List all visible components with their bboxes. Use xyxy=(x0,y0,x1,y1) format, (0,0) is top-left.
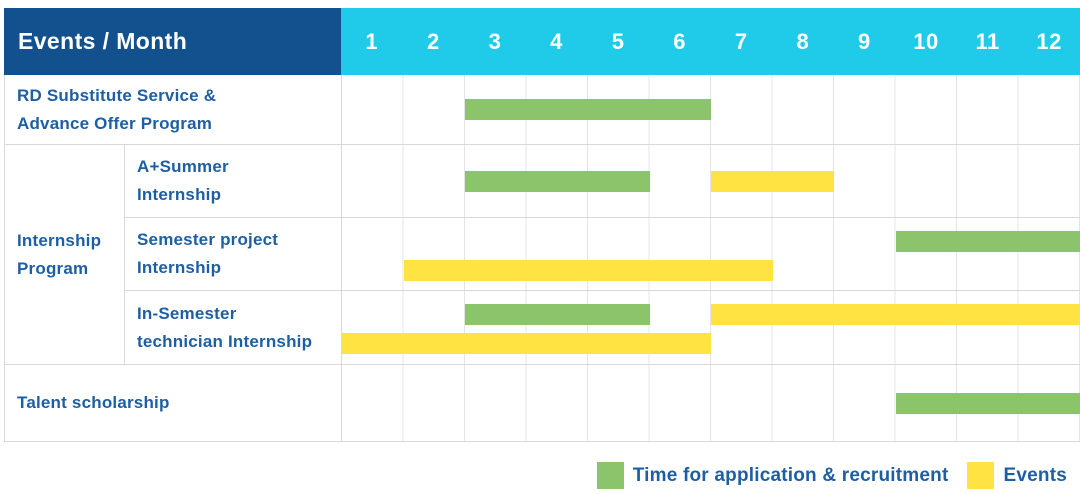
month-header-cell: 7 xyxy=(734,28,748,54)
month-header-cell: 5 xyxy=(611,28,625,54)
event-bar xyxy=(711,304,1080,325)
event-bar xyxy=(711,170,834,192)
table-row: A+Summer Internship xyxy=(125,145,1080,218)
legend-label: Events xyxy=(1003,464,1067,486)
table-body: RD Substitute Service & Advance Offer Pr… xyxy=(4,75,1080,442)
events-month-header: Events / Month xyxy=(4,8,341,75)
row-group-internship-program: Internship Program A+Summer Internship Sem… xyxy=(5,145,1080,365)
gantt-table: Events / Month 1 2 3 4 5 6 7 8 9 10 11 12 RD Substi… xyxy=(4,8,1080,442)
event-bar xyxy=(403,260,773,281)
month-header-cell: 9 xyxy=(858,28,871,54)
month-header-cell: 1 xyxy=(365,28,379,54)
legend: Time for application & recruitment Events xyxy=(596,462,1067,489)
application-bar xyxy=(895,392,1080,414)
table-header-row: Events / Month 1 2 3 4 5 6 7 8 9 10 11 12 xyxy=(4,8,1080,75)
row-timeline xyxy=(342,145,1080,217)
month-header-cell: 10 xyxy=(913,28,939,54)
application-bar xyxy=(895,231,1080,252)
legend-label: Time for application & recruitment xyxy=(632,464,949,486)
group-subrows: A+Summer Internship Semester project Inte… xyxy=(125,145,1080,365)
month-header-cell: 11 xyxy=(975,28,1000,54)
month-header-cell: 8 xyxy=(796,28,810,54)
month-header-strip: 1 2 3 4 5 6 7 8 9 10 11 12 xyxy=(341,8,1080,75)
application-bar xyxy=(465,304,650,325)
table-row: Talent scholarship xyxy=(5,365,1080,442)
legend-item-event: Events xyxy=(967,462,1067,489)
row-timeline xyxy=(342,365,1080,441)
event-bar xyxy=(342,333,711,354)
month-header-cell: 4 xyxy=(550,28,563,54)
month-header-cell: 6 xyxy=(673,28,687,54)
row-label: Talent scholarship xyxy=(5,365,342,441)
row-label: RD Substitute Service & Advance Offer Pr… xyxy=(5,75,342,144)
row-label: In-Semester technician Internship xyxy=(125,291,342,364)
legend-swatch-yellow xyxy=(967,462,995,489)
application-bar xyxy=(465,170,650,192)
group-label: Internship Program xyxy=(5,145,125,365)
row-label: Semester project Internship xyxy=(125,218,342,290)
legend-swatch-green xyxy=(596,462,624,489)
legend-item-application: Time for application & recruitment xyxy=(596,462,949,489)
row-timeline xyxy=(342,218,1080,290)
table-row: RD Substitute Service & Advance Offer Pr… xyxy=(5,75,1080,145)
row-label: A+Summer Internship xyxy=(125,145,342,217)
table-row: Semester project Internship xyxy=(125,218,1080,291)
row-timeline xyxy=(342,291,1080,364)
table-row: In-Semester technician Internship xyxy=(125,291,1080,365)
application-bar xyxy=(465,99,711,120)
month-header-cell: 12 xyxy=(1036,28,1062,54)
month-header-cell: 3 xyxy=(488,28,502,54)
row-timeline xyxy=(342,75,1080,144)
month-header-cell: 2 xyxy=(426,28,440,54)
